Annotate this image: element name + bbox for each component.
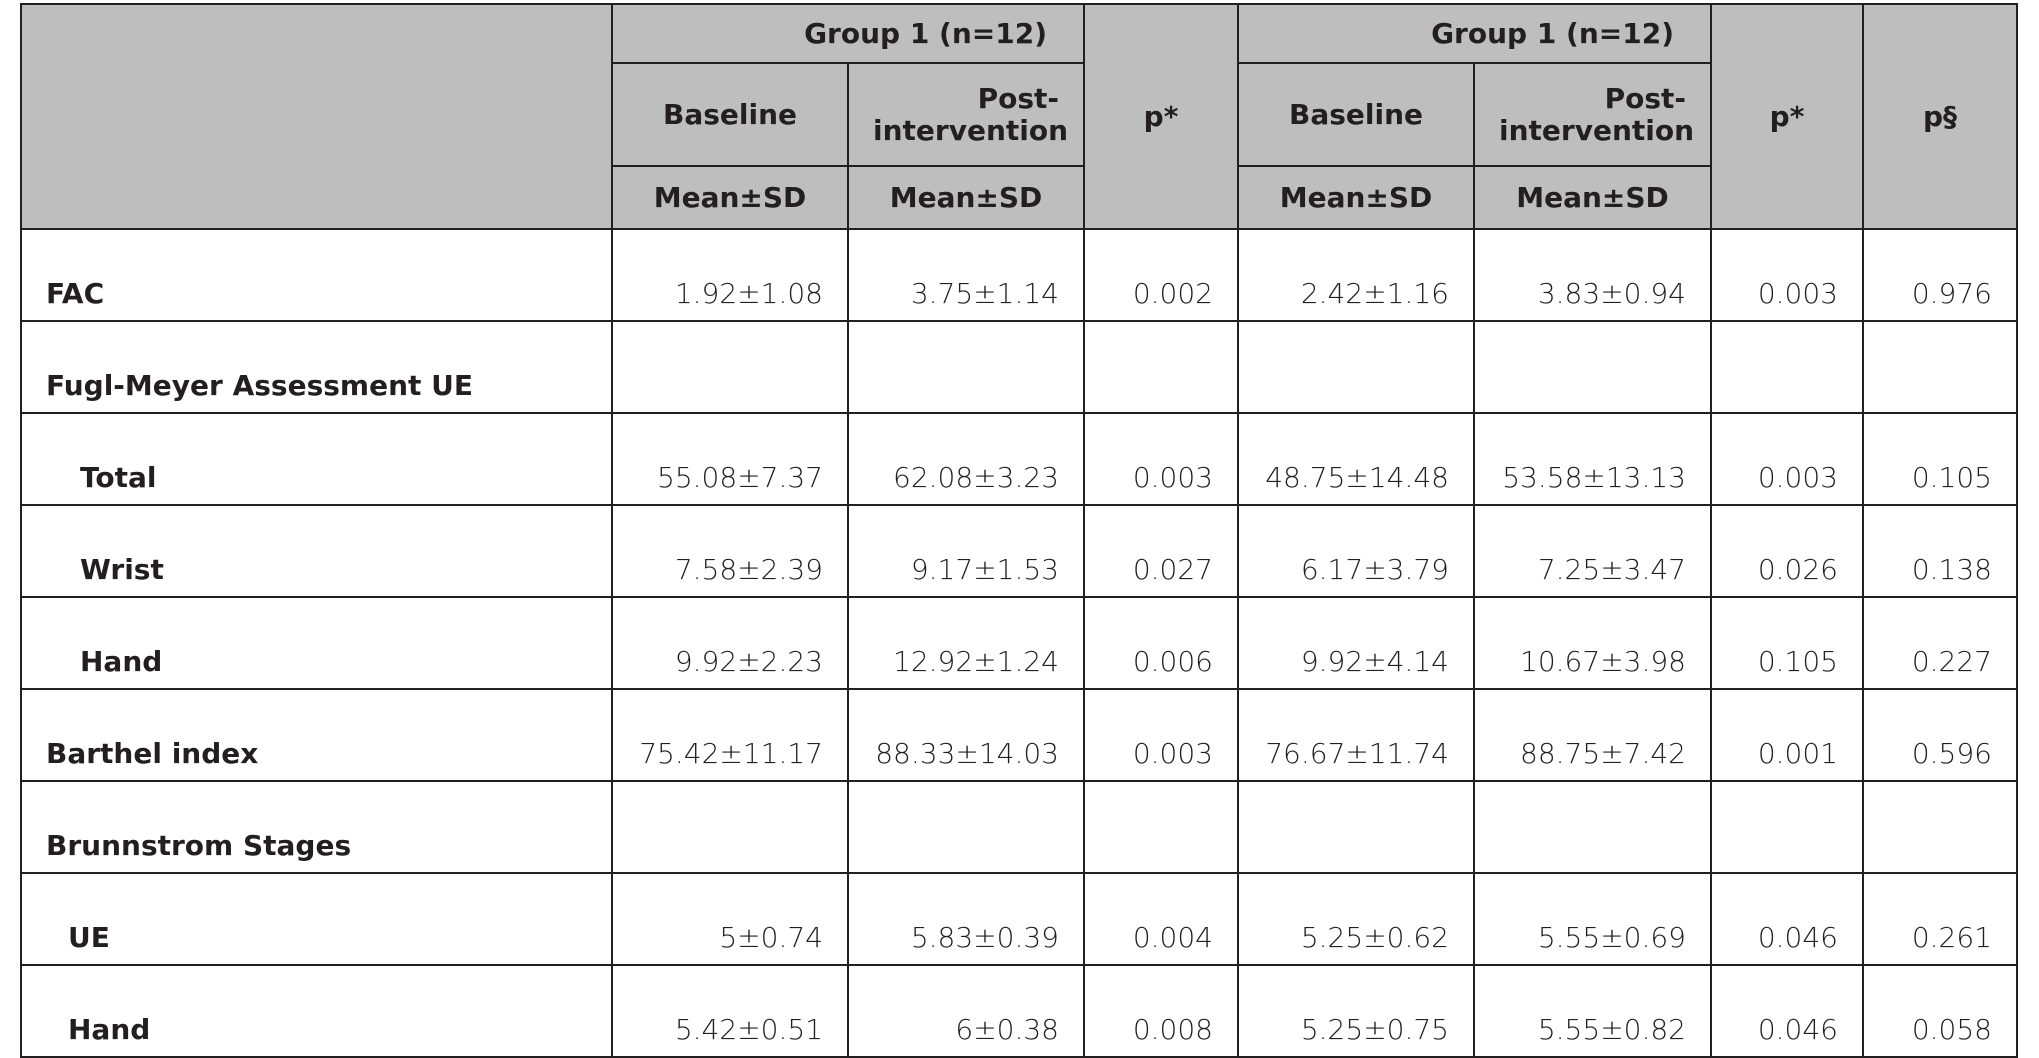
table-body: FAC 1.92±1.08 3.75±1.14 0.002 2.42±1.16 3.83±…: [20, 228, 2018, 1058]
value-cell: 5±0.74: [611, 872, 849, 966]
table-row: Hand 5.42±0.51 6±0.38 0.008 5.25±0.75 5.55±0.…: [20, 964, 2018, 1058]
table-row: Hand 9.92±2.23 12.92±1.24 0.006 9.92±4.14 10.…: [20, 596, 2018, 690]
value-cell: [1473, 320, 1712, 414]
value-cell: 5.42±0.51: [611, 964, 849, 1058]
value-cell: 2.42±1.16: [1237, 228, 1475, 322]
table-row: Barthel index 75.42±11.17 88.33±14.03 0.003…: [20, 688, 2018, 782]
value-cell: 62.08±3.23: [847, 412, 1085, 506]
value-cell: [847, 780, 1085, 874]
table-row: Wrist 7.58±2.39 9.17±1.53 0.027 6.17±3.79 7.2…: [20, 504, 2018, 598]
table-row: Total 55.08±7.37 62.08±3.23 0.003 48.75±14.4…: [20, 412, 2018, 506]
page: Group 1 (n=12) p* Group 1 (n=12) p* p§ B…: [20, 3, 2018, 1058]
row-label: Fugl-Meyer Assessment UE: [20, 320, 613, 414]
value-cell: 0.026: [1710, 504, 1864, 598]
stat-label: Mean±SD: [1237, 165, 1475, 230]
value-cell: 9.92±4.14: [1237, 596, 1475, 690]
value-cell: [1862, 320, 2018, 414]
stat-label: Mean±SD: [611, 165, 849, 230]
value-cell: [1710, 320, 1864, 414]
value-cell: 6±0.38: [847, 964, 1085, 1058]
value-cell: [1083, 320, 1239, 414]
value-cell: [1237, 320, 1475, 414]
value-cell: 53.58±13.13: [1473, 412, 1712, 506]
value-cell: [1473, 780, 1712, 874]
row-label: UE: [20, 872, 613, 966]
value-cell: 0.227: [1862, 596, 2018, 690]
row-label: Hand: [20, 964, 613, 1058]
value-cell: 5.55±0.69: [1473, 872, 1712, 966]
value-cell: 88.75±7.42: [1473, 688, 1712, 782]
value-cell: 0.105: [1710, 596, 1864, 690]
value-cell: 9.17±1.53: [847, 504, 1085, 598]
value-cell: 0.046: [1710, 872, 1864, 966]
value-cell: 0.003: [1083, 688, 1239, 782]
corner-cell: [20, 3, 613, 230]
value-cell: 12.92±1.24: [847, 596, 1085, 690]
row-label: Brunnstrom Stages: [20, 780, 613, 874]
value-cell: 88.33±14.03: [847, 688, 1085, 782]
stat-label: Mean±SD: [847, 165, 1085, 230]
value-cell: [1862, 780, 2018, 874]
value-cell: 0.003: [1710, 228, 1864, 322]
value-cell: 7.58±2.39: [611, 504, 849, 598]
value-cell: 5.25±0.62: [1237, 872, 1475, 966]
table-row: Fugl-Meyer Assessment UE: [20, 320, 2018, 414]
p-header: p*: [1710, 3, 1864, 230]
value-cell: 1.92±1.08: [611, 228, 849, 322]
value-cell: 0.261: [1862, 872, 2018, 966]
value-cell: 5.25±0.75: [1237, 964, 1475, 1058]
value-cell: 0.004: [1083, 872, 1239, 966]
value-cell: 0.006: [1083, 596, 1239, 690]
value-cell: [1237, 780, 1475, 874]
p-header: p*: [1083, 3, 1239, 230]
p-header: p§: [1862, 3, 2018, 230]
value-cell: 55.08±7.37: [611, 412, 849, 506]
row-label: FAC: [20, 228, 613, 322]
value-cell: 0.138: [1862, 504, 2018, 598]
value-cell: 0.008: [1083, 964, 1239, 1058]
value-cell: 10.67±3.98: [1473, 596, 1712, 690]
value-cell: 75.42±11.17: [611, 688, 849, 782]
value-cell: 0.046: [1710, 964, 1864, 1058]
table-row: UE 5±0.74 5.83±0.39 0.004 5.25±0.62 5.55±0.69…: [20, 872, 2018, 966]
value-cell: 0.002: [1083, 228, 1239, 322]
value-cell: 6.17±3.79: [1237, 504, 1475, 598]
group-header: Group 1 (n=12): [611, 3, 1085, 64]
value-cell: 76.67±11.74: [1237, 688, 1475, 782]
table-row: Brunnstrom Stages: [20, 780, 2018, 874]
value-cell: 7.25±3.47: [1473, 504, 1712, 598]
value-cell: 48.75±14.48: [1237, 412, 1475, 506]
value-cell: [611, 320, 849, 414]
value-cell: [611, 780, 849, 874]
subheader: Post-intervention: [1473, 62, 1712, 167]
value-cell: 0.003: [1083, 412, 1239, 506]
stat-label: Mean±SD: [1473, 165, 1712, 230]
value-cell: 0.596: [1862, 688, 2018, 782]
row-label: Wrist: [20, 504, 613, 598]
value-cell: 3.83±0.94: [1473, 228, 1712, 322]
value-cell: 3.75±1.14: [847, 228, 1085, 322]
subheader: Post-intervention: [847, 62, 1085, 167]
value-cell: 0.027: [1083, 504, 1239, 598]
subheader: Baseline: [611, 62, 849, 167]
table-row: FAC 1.92±1.08 3.75±1.14 0.002 2.42±1.16 3.83±…: [20, 228, 2018, 322]
value-cell: [1083, 780, 1239, 874]
subheader: Baseline: [1237, 62, 1475, 167]
value-cell: [1710, 780, 1864, 874]
value-cell: 9.92±2.23: [611, 596, 849, 690]
value-cell: 0.105: [1862, 412, 2018, 506]
table-header: Group 1 (n=12) p* Group 1 (n=12) p* p§ B…: [20, 3, 2018, 230]
value-cell: 0.003: [1710, 412, 1864, 506]
value-cell: 5.83±0.39: [847, 872, 1085, 966]
row-label: Hand: [20, 596, 613, 690]
value-cell: 0.976: [1862, 228, 2018, 322]
value-cell: [847, 320, 1085, 414]
value-cell: 0.001: [1710, 688, 1864, 782]
row-label: Barthel index: [20, 688, 613, 782]
value-cell: 0.058: [1862, 964, 2018, 1058]
results-table: Group 1 (n=12) p* Group 1 (n=12) p* p§ B…: [20, 3, 2018, 1058]
row-label: Total: [20, 412, 613, 506]
group-header: Group 1 (n=12): [1237, 3, 1712, 64]
value-cell: 5.55±0.82: [1473, 964, 1712, 1058]
